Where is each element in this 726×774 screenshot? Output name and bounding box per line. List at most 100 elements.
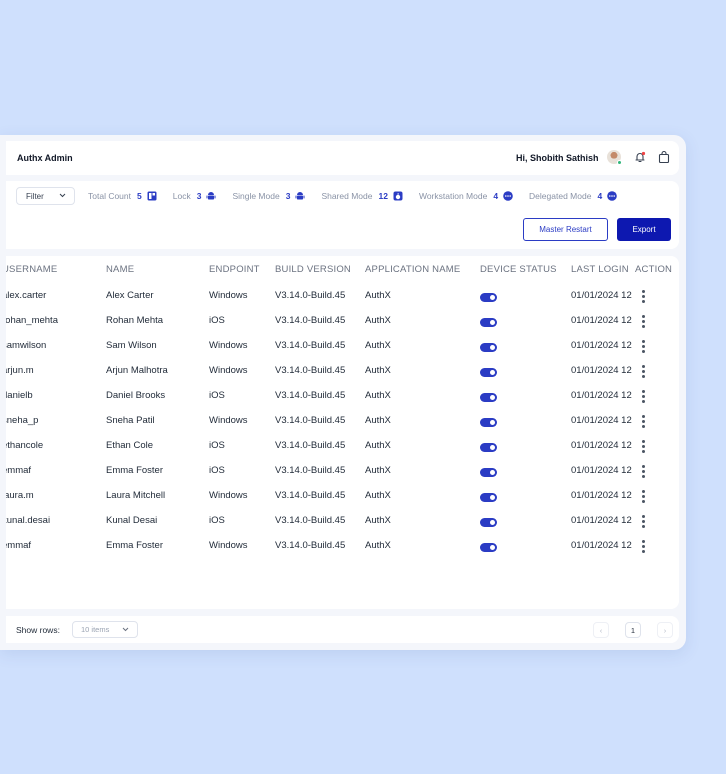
chevron-down-icon [122, 627, 129, 632]
device-status-toggle[interactable] [480, 293, 497, 302]
kebab-menu-icon[interactable] [642, 440, 645, 453]
android-icon [206, 191, 216, 201]
avatar[interactable] [607, 150, 622, 165]
endpoint-cell: Windows [209, 540, 248, 551]
stat-count: 12 [378, 191, 388, 201]
column-header-build-version[interactable]: BUILD VERSION [275, 264, 351, 275]
current-page-button[interactable]: 1 [625, 622, 641, 638]
kebab-menu-icon[interactable] [642, 515, 645, 528]
table-row[interactable]: laura.m Laura Mitchell Windows V3.14.0-Buil… [6, 483, 679, 508]
stat-label: Total Count [88, 191, 131, 201]
kebab-menu-icon[interactable] [642, 540, 645, 553]
stat-label: Workstation Mode [418, 191, 488, 201]
name-cell: Sam Wilson [106, 340, 157, 351]
username-cell: alex.carter [6, 290, 47, 301]
username-cell: laura.m [6, 490, 34, 501]
kebab-menu-icon[interactable] [642, 365, 645, 378]
rows-per-page-select[interactable]: 10 items [72, 621, 138, 638]
table-row[interactable]: alex.carter Alex Carter Windows V3.14.0-Bui… [6, 283, 679, 308]
build-version-cell: V3.14.0-Build.45 [275, 515, 346, 526]
device-status-toggle[interactable] [480, 343, 497, 352]
column-header-last-login[interactable]: LAST LOGIN [571, 264, 629, 275]
app-window: Authx Admin Hi, Shobith Sathish Filter T… [0, 135, 686, 650]
endpoint-cell: iOS [209, 390, 225, 401]
device-status-toggle[interactable] [480, 518, 497, 527]
last-login-cell: 01/01/2024 12 [571, 440, 632, 451]
stats-bar: Total Count 5 Lock 3 Single Mode 3 Share… [88, 191, 633, 201]
username-cell: rohan_mehta [6, 315, 58, 326]
previous-page-button[interactable]: ‹ [593, 622, 609, 638]
device-status-toggle[interactable] [480, 318, 497, 327]
android-icon [295, 191, 305, 201]
master-restart-button[interactable]: Master Restart [523, 218, 608, 241]
kebab-menu-icon[interactable] [642, 465, 645, 478]
name-cell: Ethan Cole [106, 440, 154, 451]
show-rows-label: Show rows: [16, 625, 60, 635]
stat-count: 4 [493, 191, 499, 201]
column-header-endpoint[interactable]: ENDPOINT [209, 264, 260, 275]
device-status-toggle[interactable] [480, 368, 497, 377]
table-header: USERNAME NAME ENDPOINT BUILD VERSION APP… [6, 257, 679, 282]
name-cell: Emma Foster [106, 465, 164, 476]
table-row[interactable]: kunal.desai Kunal Desai iOS V3.14.0-Build.4… [6, 508, 679, 533]
build-version-cell: V3.14.0-Build.45 [275, 490, 346, 501]
bell-icon[interactable] [633, 150, 647, 164]
stat-count: 4 [597, 191, 603, 201]
shopping-bag-icon[interactable] [657, 150, 671, 164]
device-status-toggle[interactable] [480, 418, 497, 427]
username-cell: sneha_p [6, 415, 39, 426]
username-cell: ethancole [6, 440, 44, 451]
device-status-toggle[interactable] [480, 443, 497, 452]
chevron-down-icon [59, 193, 66, 198]
table-row[interactable]: emmaf Emma Foster Windows V3.14.0-Build.45 A… [6, 533, 679, 558]
stat-label: Lock [172, 191, 191, 201]
filter-panel: Filter Total Count 5 Lock 3 Single Mode … [6, 181, 679, 249]
table-row[interactable]: danielb Daniel Brooks iOS V3.14.0-Build.45 A… [6, 383, 679, 408]
rows-per-page-value: 10 items [81, 625, 110, 634]
table-row[interactable]: rohan_mehta Rohan Mehta iOS V3.14.0-Build.4… [6, 308, 679, 333]
endpoint-cell: iOS [209, 315, 225, 326]
devices-table: USERNAME NAME ENDPOINT BUILD VERSION APP… [6, 256, 679, 609]
table-row[interactable]: arjun.m Arjun Malhotra Windows V3.14.0-Buil… [6, 358, 679, 383]
application-name-cell: AuthX [365, 415, 391, 426]
device-status-toggle[interactable] [480, 493, 497, 502]
column-header-name[interactable]: NAME [106, 264, 135, 275]
table-row[interactable]: ethancole Ethan Cole iOS V3.14.0-Build.45 Au… [6, 433, 679, 458]
stat-total-count: Total Count 5 [88, 191, 157, 201]
export-button[interactable]: Export [617, 218, 671, 241]
build-version-cell: V3.14.0-Build.45 [275, 440, 346, 451]
stat-label: Delegated Mode [529, 191, 592, 201]
name-cell: Emma Foster [106, 540, 164, 551]
device-status-toggle[interactable] [480, 543, 497, 552]
kebab-menu-icon[interactable] [642, 315, 645, 328]
stat-delegated-mode: Delegated Mode 4 [529, 191, 617, 201]
user-greeting: Hi, Shobith Sathish [516, 153, 599, 163]
last-login-cell: 01/01/2024 12 [571, 515, 632, 526]
stat-count: 3 [196, 191, 202, 201]
endpoint-cell: iOS [209, 440, 225, 451]
application-name-cell: AuthX [365, 540, 391, 551]
build-version-cell: V3.14.0-Build.45 [275, 340, 346, 351]
column-header-device-status[interactable]: DEVICE STATUS [480, 264, 557, 275]
last-login-cell: 01/01/2024 12 [571, 390, 632, 401]
kebab-menu-icon[interactable] [642, 490, 645, 503]
name-cell: Rohan Mehta [106, 315, 164, 326]
column-header-application-name[interactable]: APPLICATION NAME [365, 264, 461, 275]
kebab-menu-icon[interactable] [642, 340, 645, 353]
name-cell: Arjun Malhotra [106, 365, 168, 376]
kebab-menu-icon[interactable] [642, 415, 645, 428]
table-row[interactable]: samwilson Sam Wilson Windows V3.14.0-Build.… [6, 333, 679, 358]
table-row[interactable]: sneha_p Sneha Patil Windows V3.14.0-Build.4… [6, 408, 679, 433]
filter-label: Filter [26, 191, 44, 201]
column-header-username[interactable]: USERNAME [6, 264, 58, 275]
stat-label: Single Mode [232, 191, 280, 201]
device-status-toggle[interactable] [480, 468, 497, 477]
device-status-toggle[interactable] [480, 393, 497, 402]
last-login-cell: 01/01/2024 12 [571, 290, 632, 301]
table-row[interactable]: emmaf Emma Foster iOS V3.14.0-Build.45 AuthX… [6, 458, 679, 483]
application-name-cell: AuthX [365, 290, 391, 301]
next-page-button[interactable]: › [657, 622, 673, 638]
kebab-menu-icon[interactable] [642, 390, 645, 403]
filter-dropdown[interactable]: Filter [16, 187, 75, 205]
kebab-menu-icon[interactable] [642, 290, 645, 303]
